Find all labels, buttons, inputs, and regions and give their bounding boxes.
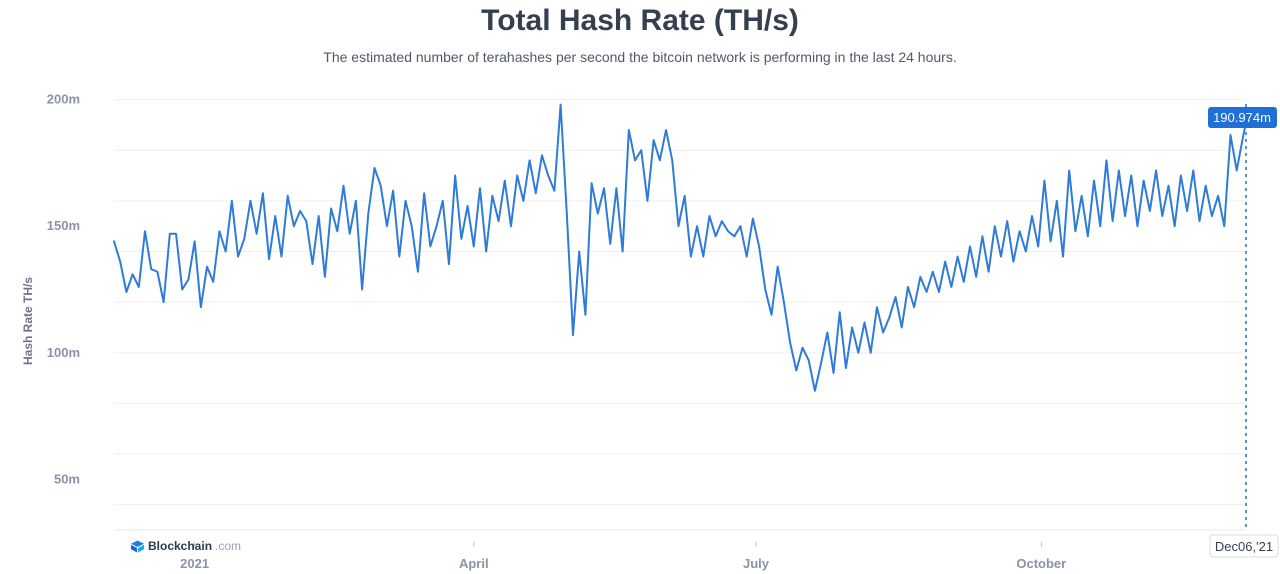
y-tick-label: 200m (47, 92, 80, 107)
x-tick-label: April (459, 556, 489, 571)
blockchain-brand[interactable]: Blockchain .com (130, 539, 241, 553)
value-tooltip-box (1208, 107, 1277, 128)
date-tooltip-box (1209, 534, 1279, 558)
x-tick-label: 2021 (180, 556, 209, 571)
brand-suffix: .com (215, 539, 242, 553)
x-tick-label: October (1016, 556, 1066, 571)
chart-title: Total Hash Rate (TH/s) (481, 4, 799, 37)
y-tick-label: 150m (47, 218, 80, 233)
blockchain-cube-icon (131, 540, 144, 552)
y-tick-label: 50m (54, 471, 80, 486)
hash-rate-line[interactable] (113, 103, 1247, 392)
brand-name: Blockchain (148, 539, 213, 553)
chart-subtitle: The estimated number of terahashes per s… (323, 49, 957, 65)
x-tick-label: July (743, 556, 770, 571)
value-tooltip-text: 190.974m (1213, 110, 1271, 125)
date-tooltip-text: Dec06,'21 (1215, 539, 1273, 554)
y-tick-label: 100m (47, 345, 80, 360)
